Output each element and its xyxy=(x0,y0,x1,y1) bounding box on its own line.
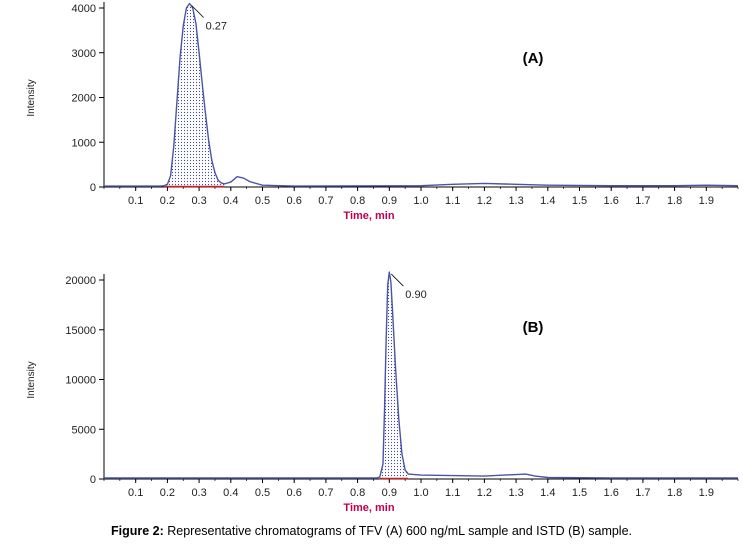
x-tick-label: 1.4 xyxy=(540,195,555,207)
x-tick-label: 0.2 xyxy=(160,195,175,207)
x-tick-label: 0.1 xyxy=(128,195,143,207)
x-tick-label: 0.5 xyxy=(255,487,270,499)
x-tick-label: 0.6 xyxy=(287,195,302,207)
x-tick-label: 1.7 xyxy=(635,195,650,207)
y-tick-label: 20000 xyxy=(65,275,96,287)
x-axis-label: Time, min xyxy=(343,210,394,222)
y-tick-label: 15000 xyxy=(65,325,96,337)
x-tick-label: 1.6 xyxy=(604,195,619,207)
x-tick-label: 1.5 xyxy=(572,195,587,207)
chromatogram-trace xyxy=(104,2,739,187)
peak-label: 0.90 xyxy=(405,289,426,301)
integrated-peak-area xyxy=(164,3,225,188)
y-tick-label: 0 xyxy=(90,474,96,486)
x-tick-label: 1.3 xyxy=(508,195,523,207)
x-tick-label: 0.2 xyxy=(160,487,175,499)
panel-label: (A) xyxy=(523,50,544,67)
x-tick-label: 1.0 xyxy=(413,195,428,207)
x-tick-label: 0.5 xyxy=(255,195,270,207)
x-tick-label: 1.4 xyxy=(540,487,555,499)
x-tick-label: 0.3 xyxy=(191,487,206,499)
y-tick-label: 10000 xyxy=(65,375,96,387)
x-axis-label: Time, min xyxy=(343,502,394,514)
y-axis-label: Intensity xyxy=(26,361,37,398)
y-axis-label: Intensity xyxy=(26,79,37,116)
x-tick-label: 0.4 xyxy=(223,195,238,207)
x-tick-label: 1.9 xyxy=(699,195,714,207)
caption-label: Figure 2: xyxy=(110,524,164,538)
y-tick-label: 2000 xyxy=(72,93,96,105)
y-tick-label: 1000 xyxy=(72,137,96,149)
x-tick-label: 1.2 xyxy=(477,195,492,207)
panel-label: (B) xyxy=(523,319,544,336)
x-tick-label: 0.3 xyxy=(191,195,206,207)
peak-label-leader xyxy=(191,5,204,18)
y-tick-label: 3000 xyxy=(72,48,96,60)
y-tick-label: 4000 xyxy=(72,3,96,15)
x-tick-label: 0.4 xyxy=(223,487,238,499)
x-tick-label: 0.9 xyxy=(382,195,397,207)
x-tick-label: 1.0 xyxy=(413,487,428,499)
chromatogram-figure: 0.1 0.2 0.3 0.4 0.5 0.6 0.7 0.8 0.9 1.0 1.1 1.2 1.3 1… xyxy=(26,2,739,514)
chart-panel-b: 0.1 0.2 0.3 0.4 0.5 0.6 0.7 0.8 0.9 1.0 1.1 1.2 1.3 1… xyxy=(26,271,739,514)
x-tick-label: 1.1 xyxy=(445,195,460,207)
y-tick-label: 0 xyxy=(90,182,96,194)
x-tick-label: 0.8 xyxy=(350,195,365,207)
caption-text: Representative chromatograms of TFV (A) … xyxy=(163,524,633,538)
chromatogram-trace xyxy=(104,271,738,479)
x-tick-label: 1.6 xyxy=(604,487,619,499)
y-tick-label: 5000 xyxy=(72,424,96,436)
x-tick-label: 1.1 xyxy=(445,487,460,499)
x-tick-label: 1.5 xyxy=(572,487,587,499)
x-tick-label: 0.9 xyxy=(382,487,397,499)
x-tick-label: 1.3 xyxy=(508,487,523,499)
x-tick-label: 0.7 xyxy=(318,195,333,207)
x-tick-label: 0.7 xyxy=(318,487,333,499)
x-tick-label: 1.7 xyxy=(635,487,650,499)
peak-label: 0.27 xyxy=(206,21,227,33)
peak-label-leader xyxy=(391,273,404,287)
x-tick-label: 1.9 xyxy=(699,487,714,499)
x-tick-label: 0.8 xyxy=(350,487,365,499)
x-tick-label: 1.8 xyxy=(667,487,682,499)
x-tick-label: 0.1 xyxy=(128,487,143,499)
x-tick-label: 0.6 xyxy=(287,487,302,499)
x-tick-label: 1.2 xyxy=(477,487,492,499)
figure-caption: Figure 2: Representative chromatograms o… xyxy=(0,524,743,538)
chart-panel-a: 0.1 0.2 0.3 0.4 0.5 0.6 0.7 0.8 0.9 1.0 1.1 1.2 1.3 1… xyxy=(26,2,739,222)
x-tick-label: 1.8 xyxy=(667,195,682,207)
